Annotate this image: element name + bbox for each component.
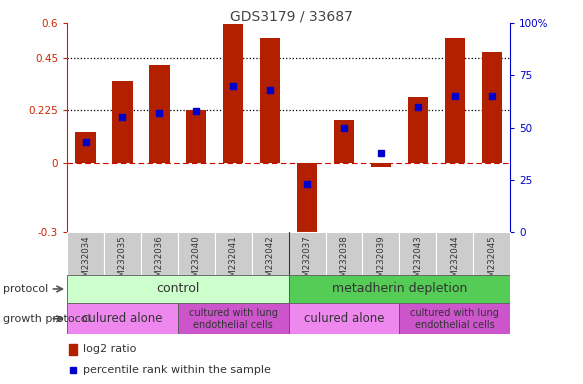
Text: GSM232040: GSM232040 (192, 236, 201, 288)
FancyBboxPatch shape (363, 232, 399, 275)
Text: GSM232043: GSM232043 (413, 236, 422, 288)
FancyBboxPatch shape (178, 303, 289, 334)
Text: GSM232038: GSM232038 (339, 236, 349, 288)
FancyBboxPatch shape (399, 303, 510, 334)
FancyBboxPatch shape (289, 303, 399, 334)
Text: log2 ratio: log2 ratio (83, 344, 136, 354)
FancyBboxPatch shape (399, 232, 436, 275)
Text: GSM232041: GSM232041 (229, 236, 238, 288)
FancyBboxPatch shape (289, 275, 510, 303)
Text: GSM232037: GSM232037 (303, 236, 311, 288)
FancyBboxPatch shape (141, 232, 178, 275)
FancyBboxPatch shape (215, 232, 252, 275)
Bar (482, 52, 502, 162)
FancyBboxPatch shape (104, 232, 141, 275)
Text: GSM232039: GSM232039 (377, 236, 385, 288)
Bar (149, 65, 170, 162)
Text: growth protocol: growth protocol (3, 314, 90, 324)
Bar (223, 24, 243, 162)
Bar (69, 344, 77, 354)
Text: GSM232036: GSM232036 (155, 236, 164, 288)
Bar (297, 162, 317, 242)
FancyBboxPatch shape (436, 232, 473, 275)
Bar (445, 38, 465, 162)
Text: culured alone: culured alone (82, 312, 163, 325)
Text: protocol: protocol (3, 284, 48, 294)
Text: cultured with lung
endothelial cells: cultured with lung endothelial cells (189, 308, 278, 329)
Bar (75, 132, 96, 162)
FancyBboxPatch shape (67, 303, 178, 334)
Text: GSM232034: GSM232034 (81, 236, 90, 288)
Bar (408, 98, 428, 162)
FancyBboxPatch shape (178, 232, 215, 275)
FancyBboxPatch shape (67, 275, 289, 303)
Text: GSM232045: GSM232045 (487, 236, 496, 288)
FancyBboxPatch shape (325, 232, 363, 275)
Text: cultured with lung
endothelial cells: cultured with lung endothelial cells (410, 308, 499, 329)
Bar (371, 162, 391, 167)
FancyBboxPatch shape (67, 232, 104, 275)
Bar (113, 81, 132, 162)
Text: metadherin depletion: metadherin depletion (332, 283, 467, 295)
FancyBboxPatch shape (252, 232, 289, 275)
FancyBboxPatch shape (473, 232, 510, 275)
Bar (186, 110, 206, 162)
Bar (260, 38, 280, 162)
FancyBboxPatch shape (289, 232, 325, 275)
Text: culured alone: culured alone (304, 312, 384, 325)
Text: GSM232044: GSM232044 (450, 236, 459, 288)
Text: GSM232035: GSM232035 (118, 236, 127, 288)
Text: control: control (156, 283, 199, 295)
Text: percentile rank within the sample: percentile rank within the sample (83, 366, 271, 376)
Bar (334, 119, 354, 162)
Text: GDS3179 / 33687: GDS3179 / 33687 (230, 10, 353, 23)
Text: GSM232042: GSM232042 (266, 236, 275, 288)
